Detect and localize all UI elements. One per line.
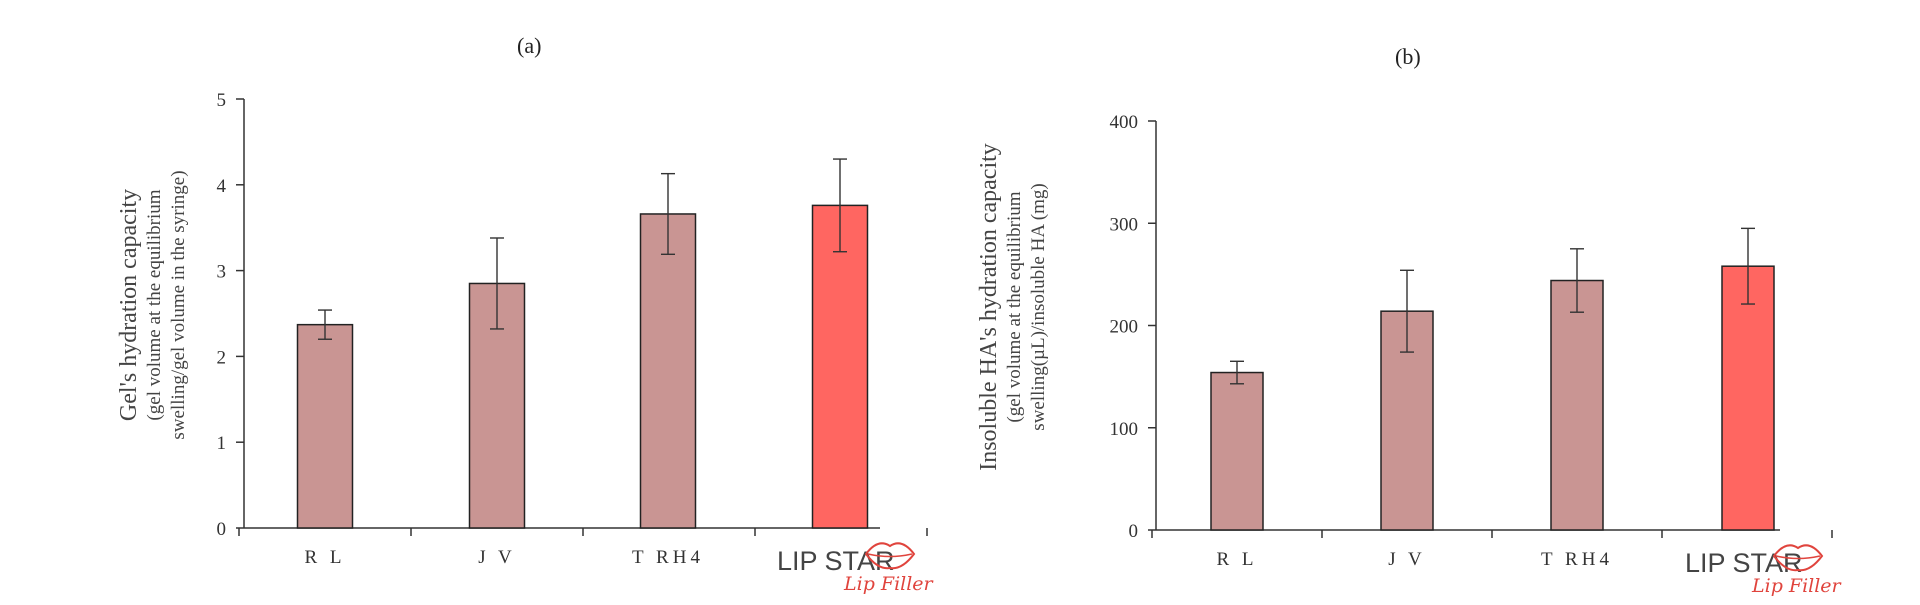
lips-line-icon <box>867 553 913 558</box>
y-tick-label-a: 4 <box>217 176 227 197</box>
bar-a <box>639 213 697 529</box>
lips-line-icon <box>1775 555 1821 560</box>
logo-script: Lip Filler <box>1751 575 1843 597</box>
y-tick-label-a: 5 <box>217 90 227 111</box>
y-tick-label-b: 100 <box>1110 419 1139 440</box>
lips-icon <box>1772 544 1824 572</box>
logo-script: Lip Filler <box>843 573 935 595</box>
logo-wordmark: LIP STAR <box>777 546 895 576</box>
category-label-b: R L <box>1216 549 1257 570</box>
category-label-b: J V <box>1388 549 1426 570</box>
bar-b <box>1550 279 1604 531</box>
bar-b <box>1721 265 1775 531</box>
bar-a <box>811 204 869 529</box>
y-tick-label-b: 400 <box>1110 112 1139 133</box>
y-tick-label-a: 3 <box>217 262 227 283</box>
y-tick-label-b: 0 <box>1129 521 1139 542</box>
category-label-b: T RH4 <box>1541 549 1613 570</box>
category-label-a: T RH4 <box>632 547 704 568</box>
y-tick-label-a: 1 <box>217 433 227 454</box>
y-tick-label-b: 200 <box>1110 317 1139 338</box>
bar-b <box>1210 371 1264 531</box>
y-tick-label-a: 0 <box>217 519 227 540</box>
panel-b-title: (b) <box>1395 44 1421 69</box>
lips-icon <box>864 542 916 570</box>
category-label-a: J V <box>478 547 516 568</box>
category-label-a: R L <box>304 547 345 568</box>
y-tick-label-b: 300 <box>1110 214 1139 235</box>
y-tick-label-a: 2 <box>217 347 227 368</box>
logo-wordmark: LIP STAR <box>1685 548 1803 578</box>
panel-a-title: (a) <box>517 33 542 58</box>
